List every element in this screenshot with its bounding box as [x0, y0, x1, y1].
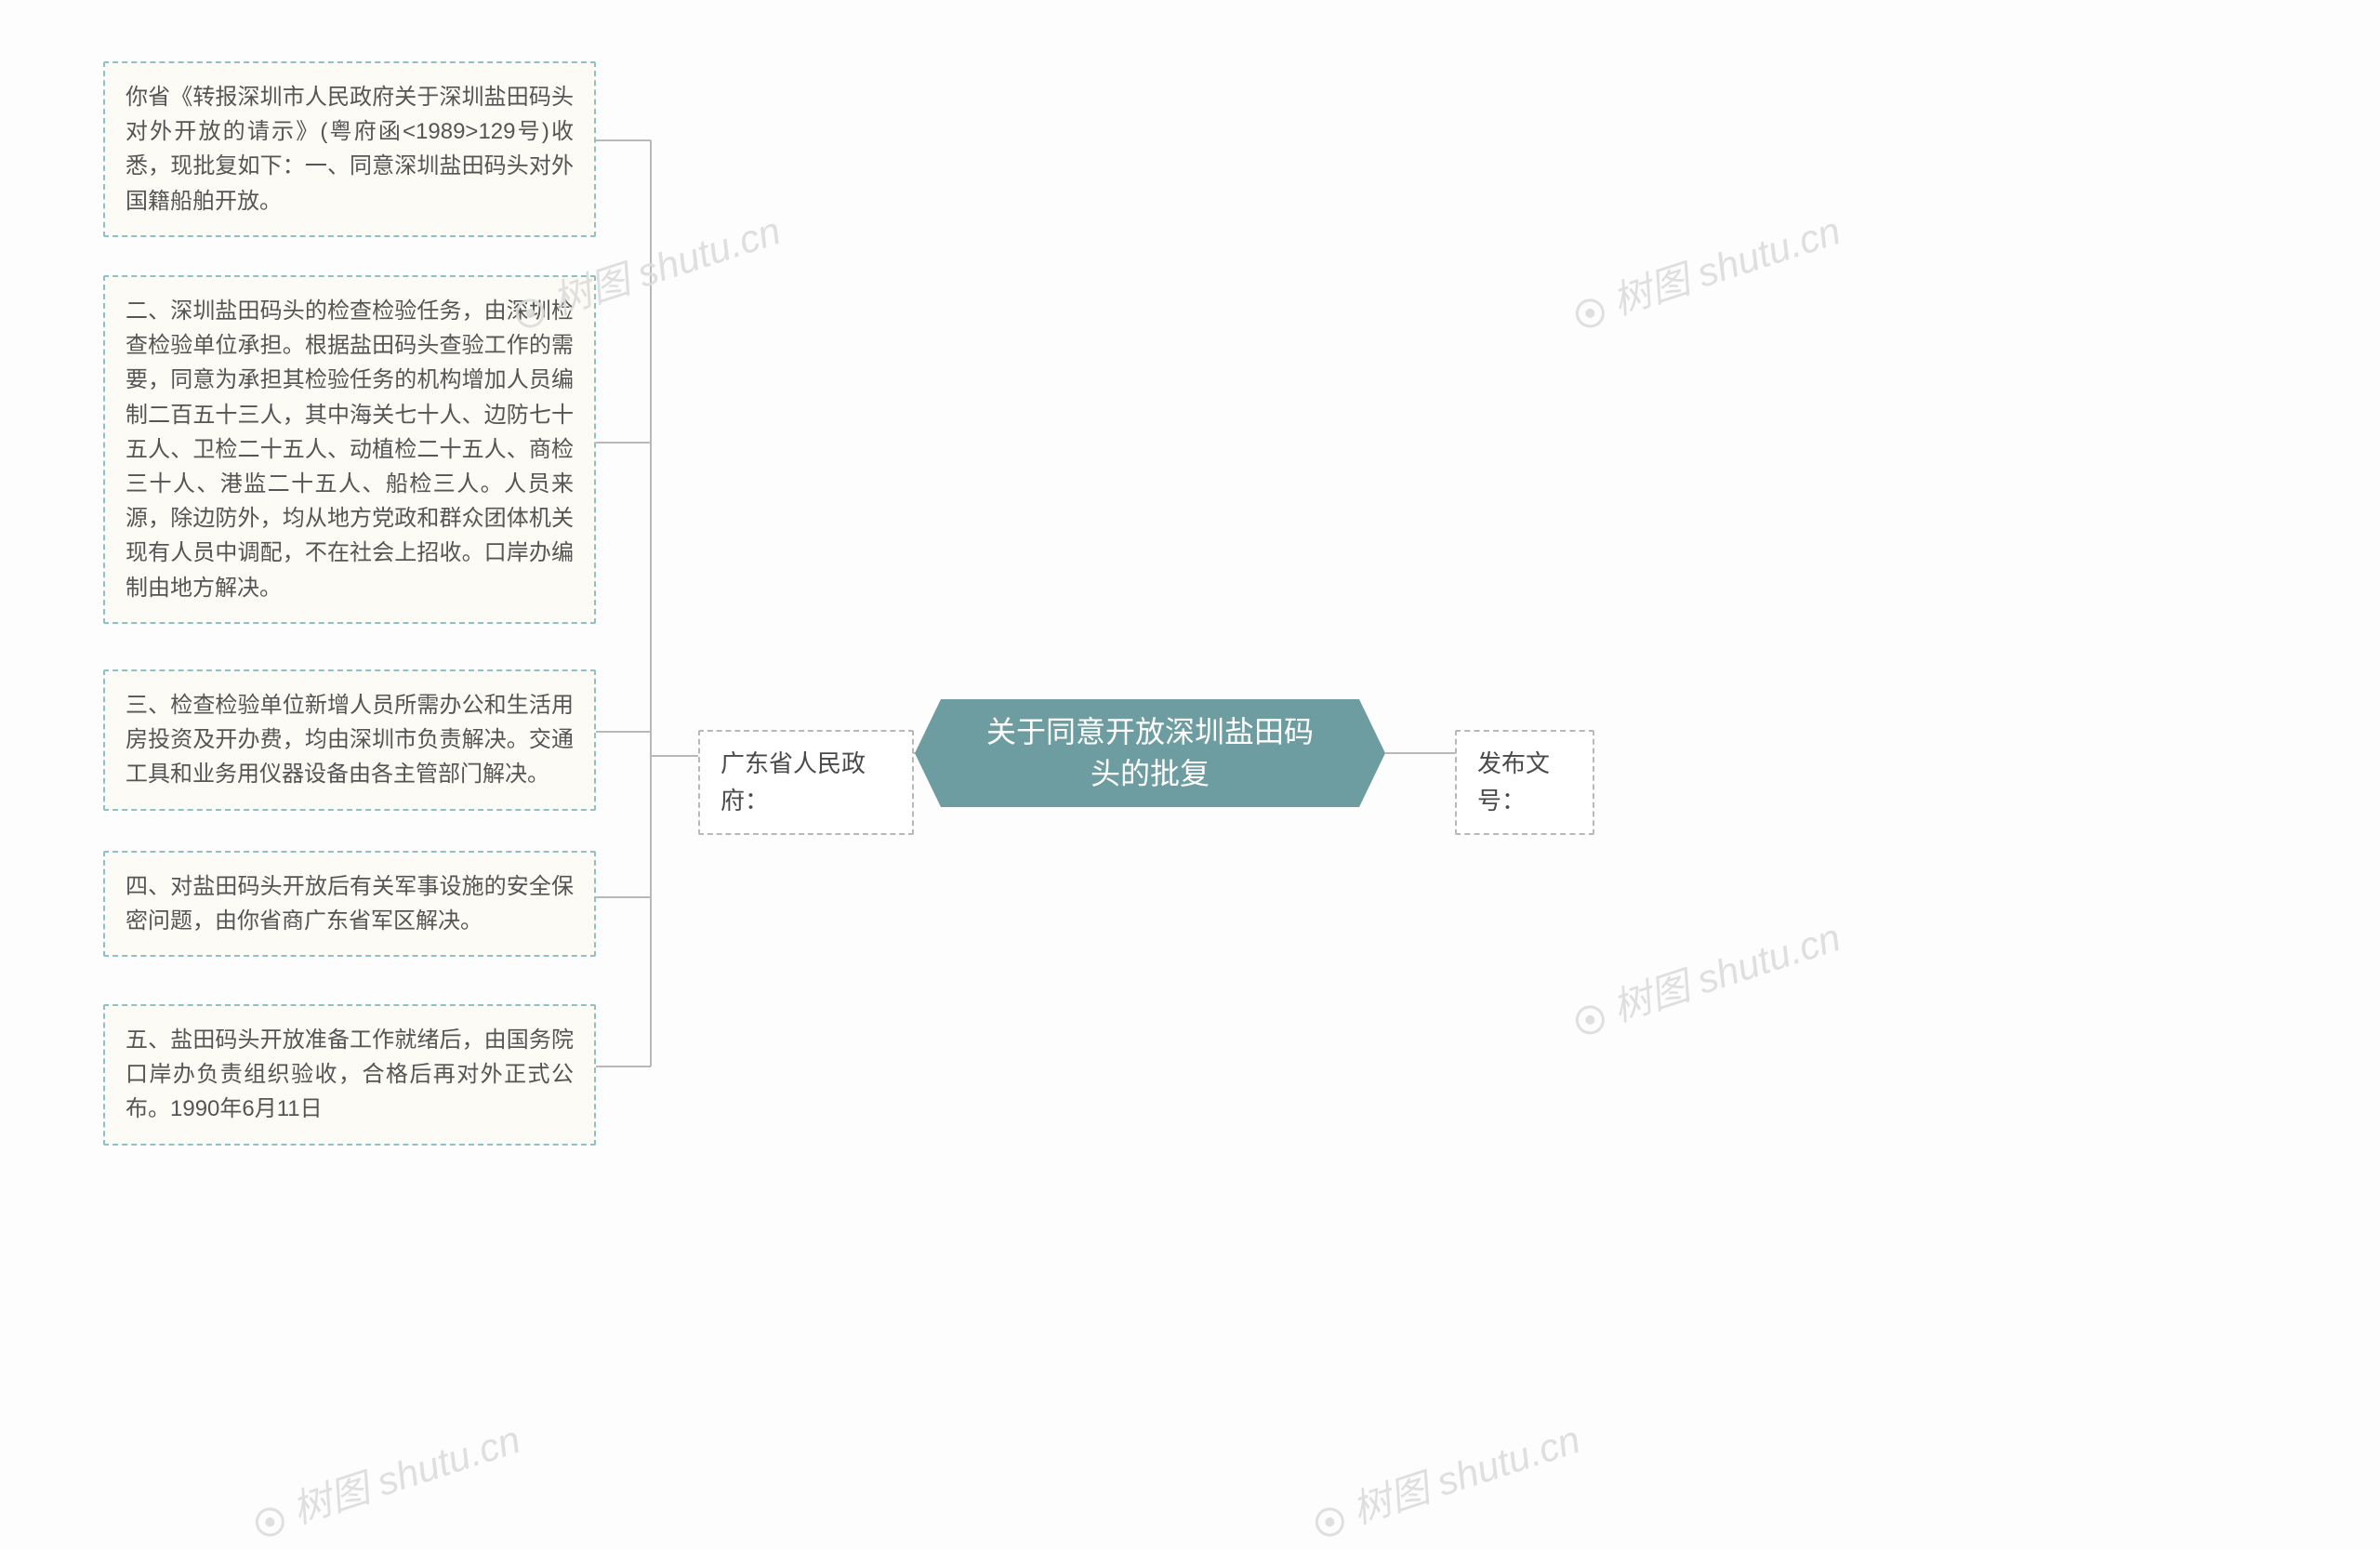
- leaf-text: 五、盐田码头开放准备工作就绪后，由国务院口岸办负责组织验收，合格后再对外正式公布…: [126, 1027, 574, 1121]
- watermark-logo-icon: [1565, 287, 1616, 338]
- watermark-logo-icon: [1565, 994, 1616, 1045]
- root-node[interactable]: 关于同意开放深圳盐田码头的批复: [941, 699, 1359, 807]
- leaf-node[interactable]: 三、检查检验单位新增人员所需办公和生活用房投资及开办费，均由深圳市负责解决。交通…: [103, 669, 596, 811]
- root-text: 关于同意开放深圳盐田码头的批复: [978, 711, 1322, 795]
- leaf-node[interactable]: 你省《转报深圳市人民政府关于深圳盐田码头对外开放的请示》(粤府函<1989>12…: [103, 61, 596, 237]
- leaf-node[interactable]: 二、深圳盐田码头的检查检验任务，由深圳检查检验单位承担。根据盐田码头查验工作的需…: [103, 275, 596, 624]
- watermark-text: 树图 shutu.cn: [1347, 1417, 1586, 1531]
- watermark: 树图 shutu.cn: [1560, 199, 1846, 340]
- mindmap-canvas: 关于同意开放深圳盐田码头的批复 广东省人民政府： 发布文号： 你省《转报深圳市人…: [0, 0, 2380, 1536]
- watermark-text: 树图 shutu.cn: [1607, 208, 1846, 323]
- leaf-text: 你省《转报深圳市人民政府关于深圳盐田码头对外开放的请示》(粤府函<1989>12…: [126, 85, 574, 214]
- watermark-logo-icon: [245, 1496, 296, 1547]
- left-branch-node[interactable]: 广东省人民政府：: [698, 730, 914, 835]
- right-branch-text: 发布文号：: [1477, 749, 1550, 815]
- leaf-node[interactable]: 五、盐田码头开放准备工作就绪后，由国务院口岸办负责组织验收，合格后再对外正式公布…: [103, 1004, 596, 1146]
- leaf-node[interactable]: 四、对盐田码头开放后有关军事设施的安全保密问题，由你省商广东省军区解决。: [103, 851, 596, 957]
- watermark: 树图 shutu.cn: [240, 1408, 526, 1549]
- left-branch-text: 广东省人民政府：: [721, 749, 866, 815]
- watermark: 树图 shutu.cn: [1560, 906, 1846, 1047]
- right-branch-node[interactable]: 发布文号：: [1455, 730, 1594, 835]
- leaf-text: 二、深圳盐田码头的检查检验任务，由深圳检查检验单位承担。根据盐田码头查验工作的需…: [126, 298, 574, 601]
- watermark-logo-icon: [1304, 1496, 1355, 1547]
- watermark-text: 树图 shutu.cn: [1607, 915, 1846, 1029]
- watermark-text: 树图 shutu.cn: [287, 1417, 526, 1531]
- watermark: 树图 shutu.cn: [1300, 1408, 1586, 1549]
- leaf-text: 三、检查检验单位新增人员所需办公和生活用房投资及开办费，均由深圳市负责解决。交通…: [126, 693, 574, 787]
- leaf-text: 四、对盐田码头开放后有关军事设施的安全保密问题，由你省商广东省军区解决。: [126, 874, 574, 934]
